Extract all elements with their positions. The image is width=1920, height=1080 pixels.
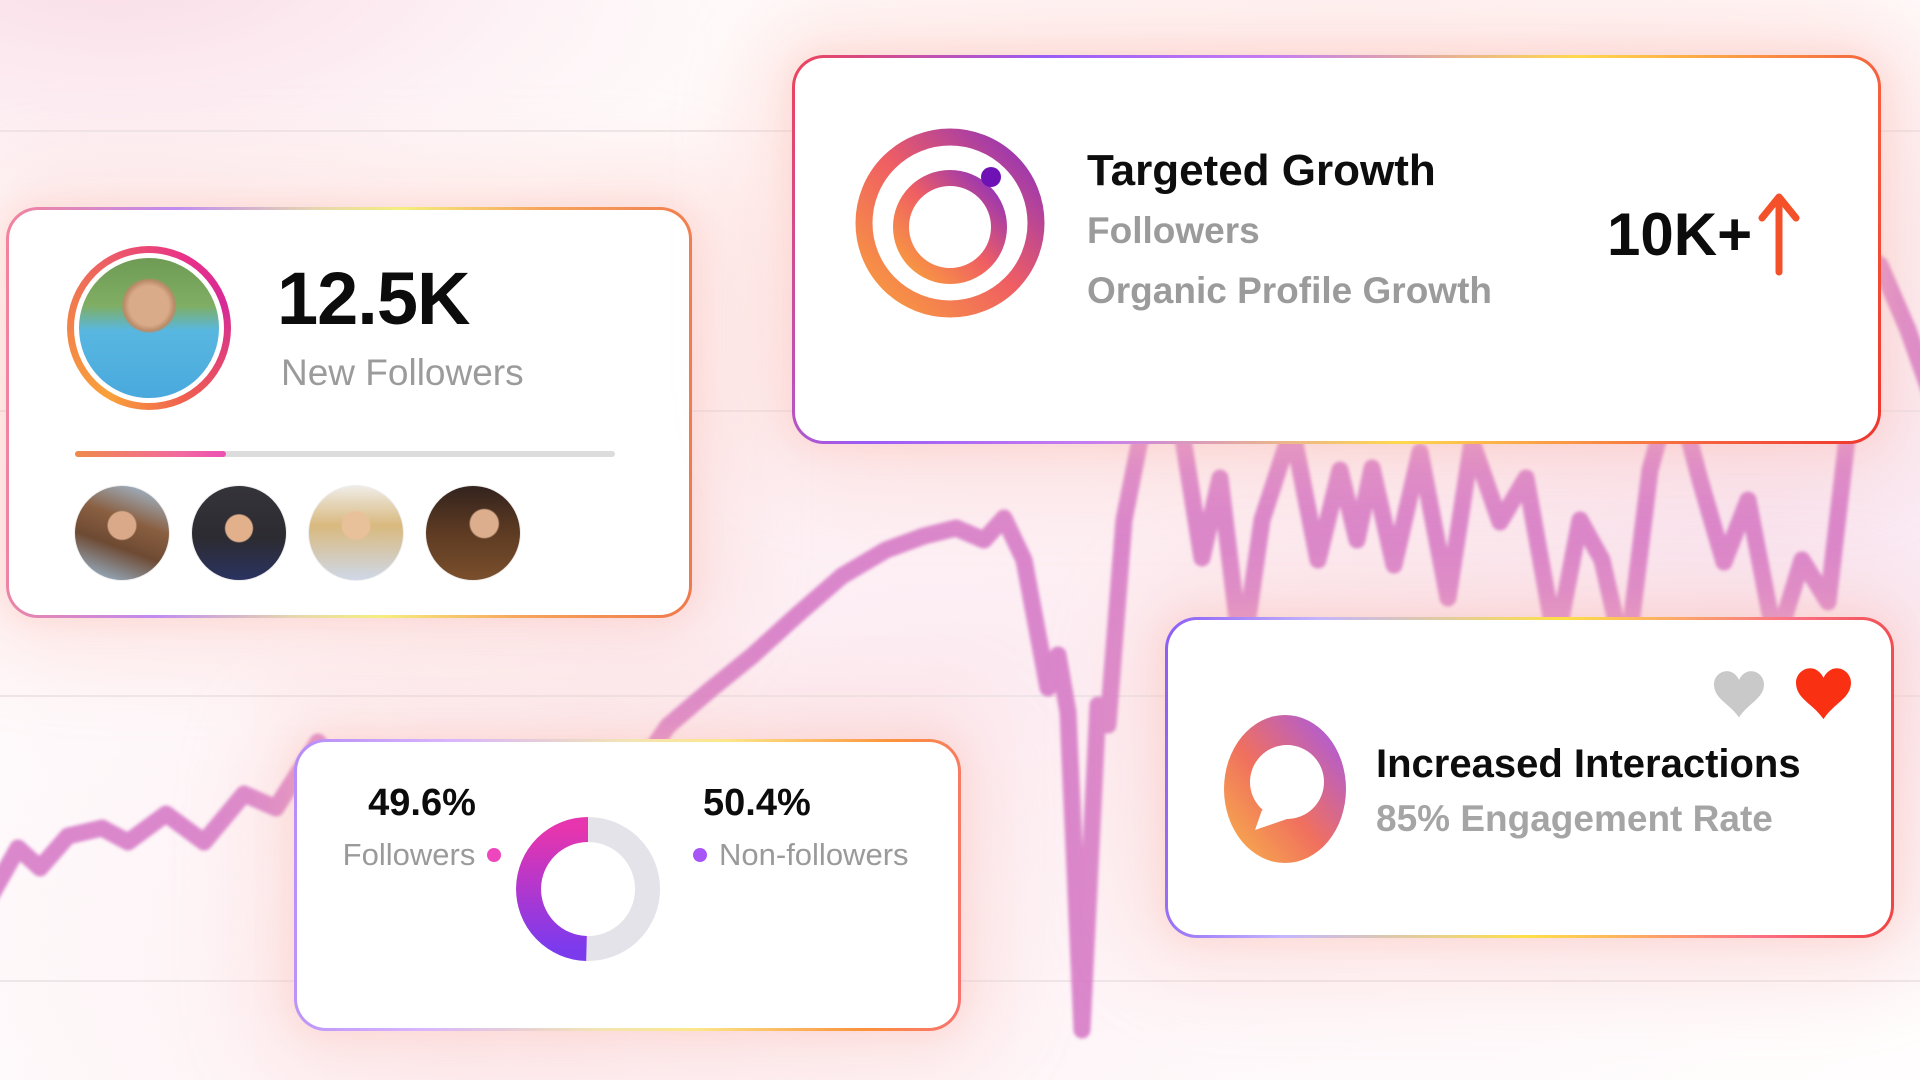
non-followers-split-column: 50.4% Non-followers	[693, 782, 923, 873]
followers-legend-dot	[487, 848, 502, 862]
like-hearts-group	[1714, 668, 1851, 720]
donut-left-arc	[516, 817, 589, 961]
growth-stat-value: 10K+	[1607, 201, 1753, 268]
interactions-title: Increased Interactions	[1376, 742, 1801, 786]
follower-avatar-row	[74, 485, 521, 581]
non-followers-percentage: 50.4%	[703, 782, 811, 824]
non-followers-legend: Non-followers	[693, 837, 923, 873]
follower-avatar-3[interactable]	[308, 485, 404, 581]
audience-split-card: 49.6% Followers 50.4% Non-followers	[294, 739, 961, 1031]
follower-avatar-1[interactable]	[74, 485, 170, 581]
targeted-growth-title: Targeted Growth	[1087, 146, 1436, 195]
followers-progress-fill	[75, 451, 227, 457]
targeted-growth-subtitle-organic: Organic Profile Growth	[1087, 270, 1492, 311]
followers-progress-track	[75, 451, 615, 457]
gridline-3	[0, 695, 1920, 697]
instagram-lens-dot	[981, 167, 1001, 187]
gridline-4	[0, 980, 1920, 982]
growth-stat-block: 10K+	[1607, 193, 1800, 276]
chat-bubble-tail	[1255, 810, 1287, 830]
follower-avatar-2[interactable]	[191, 485, 287, 581]
followers-split-column: 49.6% Followers	[327, 782, 517, 873]
followers-donut-chart	[516, 817, 661, 961]
interactions-card: Increased Interactions 85% Engagement Ra…	[1165, 617, 1894, 938]
main-profile-avatar[interactable]	[74, 253, 224, 403]
new-followers-label: New Followers	[281, 352, 524, 393]
new-followers-count: 12.5K	[277, 257, 470, 340]
main-avatar-story-ring	[67, 246, 231, 410]
targeted-growth-card: Targeted Growth Followers Organic Profil…	[792, 55, 1881, 444]
non-followers-legend-label: Non-followers	[719, 837, 909, 872]
donut-right-arc	[586, 817, 661, 961]
interactions-subtitle: 85% Engagement Rate	[1376, 798, 1773, 839]
instagram-camera-icon	[855, 128, 1045, 318]
non-followers-legend-dot	[693, 848, 707, 862]
followers-legend-label: Followers	[342, 837, 476, 872]
followers-percentage: 49.6%	[368, 782, 476, 824]
followers-legend: Followers	[327, 837, 517, 873]
chat-bubble-icon	[1224, 715, 1346, 863]
new-followers-card: 12.5K New Followers	[6, 207, 692, 618]
follower-avatar-4[interactable]	[425, 485, 521, 581]
up-arrow-icon	[1758, 193, 1800, 276]
heart-unliked-icon[interactable]	[1714, 670, 1764, 718]
heart-liked-icon[interactable]	[1796, 668, 1851, 720]
targeted-growth-subtitle-followers: Followers	[1087, 210, 1260, 251]
